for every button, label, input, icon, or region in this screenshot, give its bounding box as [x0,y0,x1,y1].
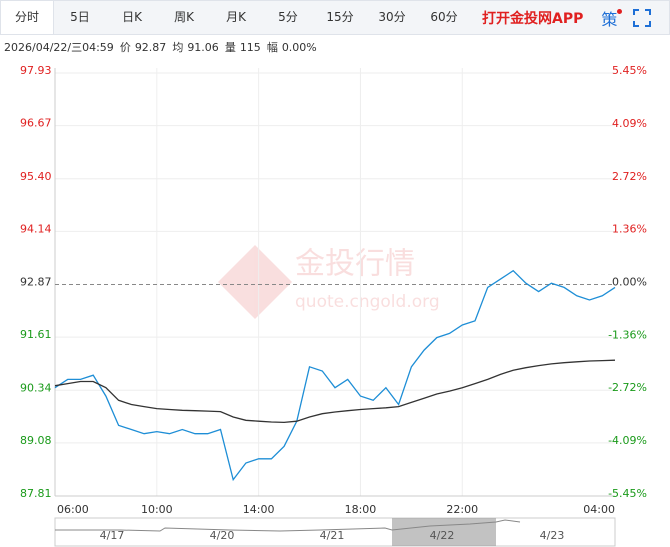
y2-tick-label: 0.00% [612,276,647,289]
y-tick-label: 90.34 [20,381,52,394]
info-label: 量 [224,41,236,54]
y2-tick-label: 2.72% [612,170,647,183]
app-link[interactable]: 打开金投网APP [482,10,584,27]
x-tick-label: 18:00 [345,503,377,516]
series-line [54,359,616,424]
tab[interactable]: 30分 [378,10,406,24]
info-value: 0.00% [281,41,317,54]
watermark-url: quote.cngold.org [295,292,440,312]
y2-tick-label: 4.09% [612,117,647,130]
tab[interactable]: 分时 [1,1,54,34]
watermark: 金投行情 quote.cngold.org [218,245,440,319]
y-tick-label: 94.14 [20,222,52,235]
info-value: 91.06 [187,41,219,54]
navigator-window [392,518,496,546]
x-tick-label: 22:00 [446,503,478,516]
navigator-date: 4/17 [100,529,125,542]
series-line [54,269,616,482]
x-tick-label: 06:00 [57,503,89,516]
tab[interactable]: 日K [122,10,142,24]
y2-tick-label: -1.36% [608,328,647,341]
tab[interactable]: 15分 [326,10,354,24]
info-label: 均 [172,41,184,54]
navigator-date: 4/23 [540,529,565,542]
navigator-line [55,519,521,532]
x-tick-label: 10:00 [141,503,173,516]
y-tick-label: 92.87 [20,276,52,289]
y-tick-label: 89.08 [20,434,52,447]
info-datetime: 2026/04/22/三04:59 [4,41,114,54]
y-tick-label: 97.93 [20,64,52,77]
tab-bar: 分时 5日 日K 周K 月K 5分 15分 30分 60分 打开金投网APP 策 [0,0,670,35]
x-tick-label: 04:00 [583,503,615,516]
strategy-button[interactable]: 策 [601,6,623,30]
info-line: 2026/04/22/三04:59 价 92.87 均 91.06 量 115 幅 0.00% [4,39,323,55]
y-tick-label: 96.67 [20,117,52,130]
y2-tick-label: 1.36% [612,223,647,236]
y-tick-label: 91.61 [20,328,52,341]
tab[interactable]: 60分 [430,10,458,24]
x-tick-label: 14:00 [243,503,275,516]
navigator-date: 4/22 [430,529,455,542]
y2-tick-label: 5.45% [612,64,647,77]
tab[interactable]: 月K [226,10,246,24]
info-label: 价 [119,41,131,54]
info-value: 115 [239,41,261,54]
tab[interactable]: 5日 [70,10,90,24]
y2-tick-label: -2.72% [608,381,647,394]
navigator-date: 4/20 [210,529,235,542]
y2-tick-label: -4.09% [608,434,647,447]
watermark-title: 金投行情 [295,247,415,282]
navigator [54,517,616,547]
tab[interactable]: 5分 [278,10,298,24]
info-label: 幅 [266,41,278,54]
fullscreen-button[interactable] [633,8,652,27]
watermark-logo [218,245,292,319]
y-tick-label: 87.81 [20,487,52,500]
info-value: 92.87 [134,41,167,54]
navigator-date: 4/21 [320,529,345,542]
tab[interactable]: 周K [174,10,194,24]
y2-tick-label: -5.45% [608,487,647,500]
y-tick-label: 95.40 [20,170,52,183]
